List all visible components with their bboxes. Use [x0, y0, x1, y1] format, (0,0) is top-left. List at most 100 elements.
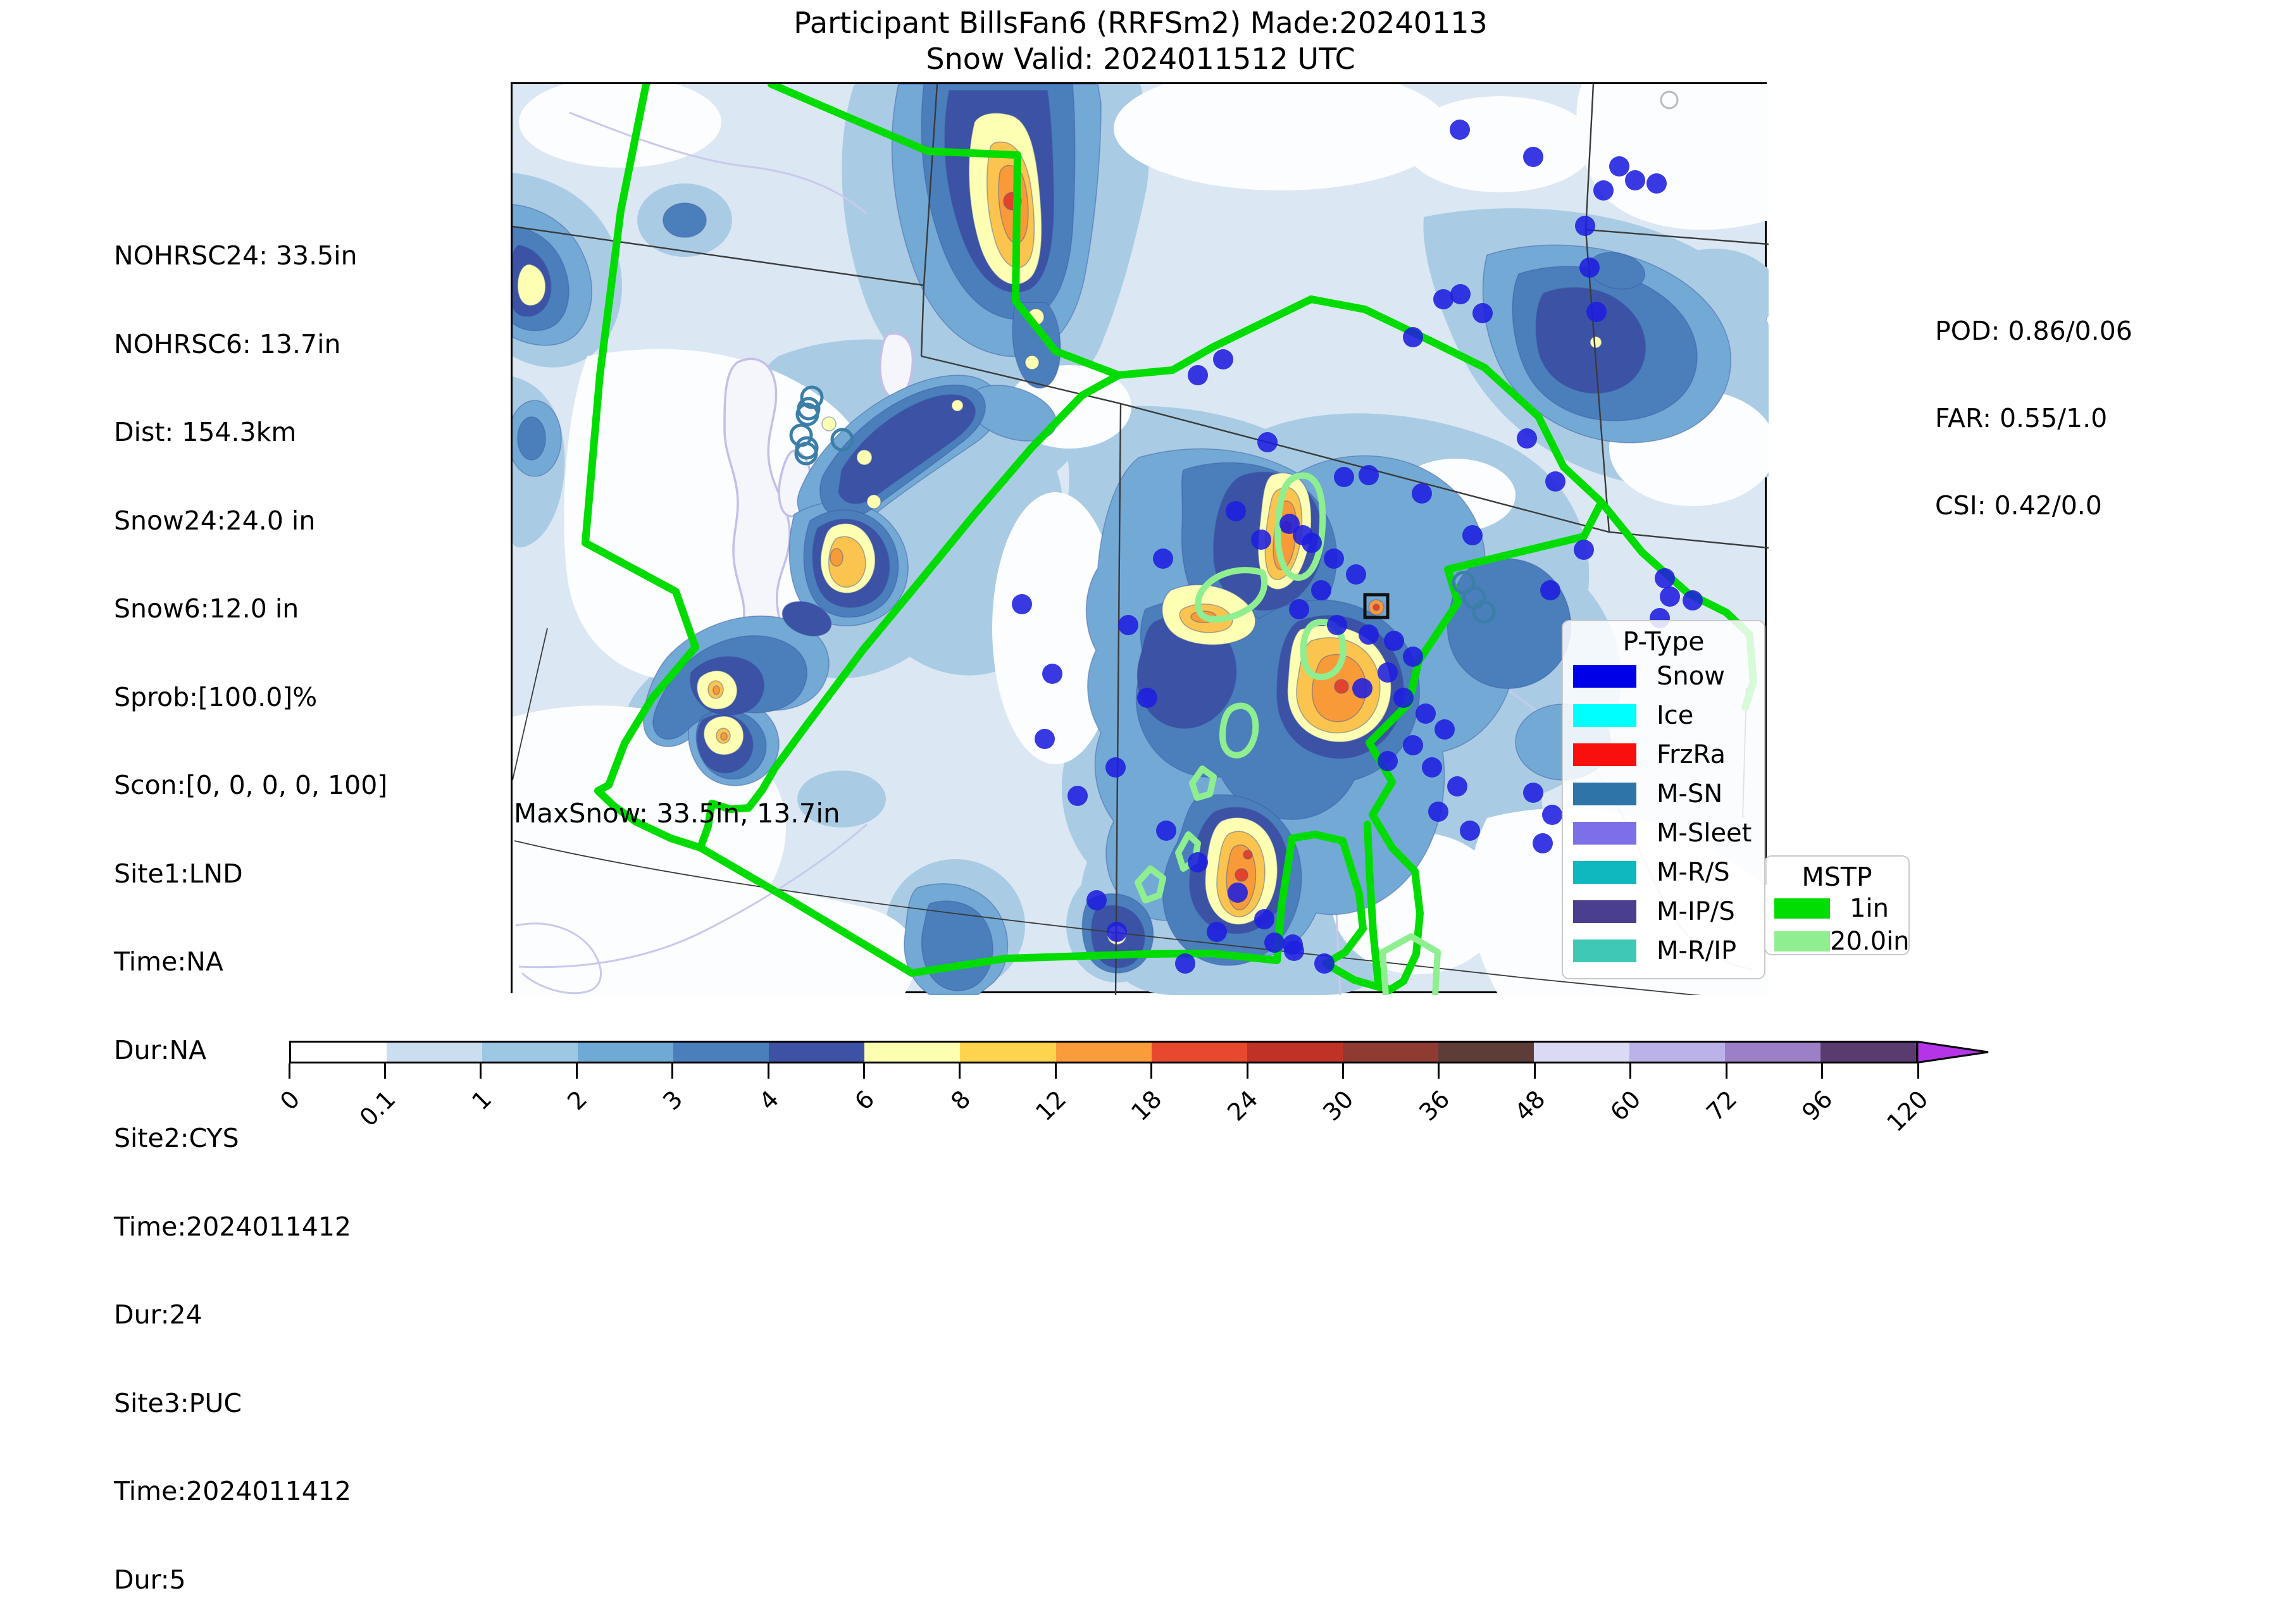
snow-report-dot: [1412, 483, 1432, 504]
stat-line: Dur:24: [114, 1299, 202, 1330]
stat-line: Snow6:12.0 in: [114, 593, 299, 624]
pod-score: POD: 0.86/0.06: [1935, 316, 2132, 346]
snow-report-dot: [1593, 180, 1614, 201]
snow-report-dot: [1655, 568, 1675, 588]
colorbar-tick-label: 1: [466, 1085, 497, 1116]
legend-label: M-R/IP: [1657, 936, 1737, 965]
colorbar-tick-mark: [575, 1063, 578, 1079]
snow-report-dot: [1314, 953, 1335, 974]
map-canvas: [513, 84, 1769, 995]
snow-report-dot: [1175, 953, 1195, 974]
snow-report-dot: [1433, 289, 1453, 309]
legend-row: 1in: [1765, 892, 1908, 925]
snow-report-dot: [1683, 590, 1703, 611]
colorbar-tick-label: 72: [1700, 1085, 1743, 1127]
snow-report-dot: [1302, 533, 1322, 553]
snowfall-colorbar: 0 0.1 1 2 3 4 6 8 12 18 24 30 36 48 60 72 96 120: [275, 1041, 1989, 1137]
legend-row: FrzRa: [1563, 735, 1764, 774]
legend-label: M-IP/S: [1657, 897, 1735, 926]
mstp-20in-contours: [1135, 472, 1441, 995]
snow-report-dot: [1646, 173, 1667, 194]
snow-report-dots: [1012, 120, 1703, 974]
colorbar-tick-mark: [671, 1063, 674, 1079]
colorbar-tick-mark: [480, 1063, 482, 1079]
colorbar-tick-label: 120: [1881, 1085, 1934, 1137]
colorbar-extend-arrow: [1917, 1041, 1989, 1063]
snow-report-dot: [1327, 615, 1347, 635]
colorbar-segment: [482, 1043, 578, 1062]
ptype-legend-title: P-Type: [1622, 626, 1705, 657]
snow-report-dot: [1540, 580, 1560, 600]
snow-report-dot: [1403, 647, 1423, 667]
mstp-1in-contour: [582, 84, 1757, 994]
snow-report-dot: [1533, 833, 1553, 853]
snow-report-dot: [1334, 467, 1354, 487]
snow-report-dot: [1625, 170, 1645, 190]
snow-report-dot: [1472, 303, 1493, 323]
snow-report-dot: [1012, 594, 1032, 614]
legend-row: Snow: [1563, 657, 1764, 696]
snow-report-dot: [1359, 465, 1379, 485]
colorbar-tick-mark: [1246, 1063, 1248, 1079]
legend-label: Snow: [1657, 662, 1725, 691]
snow-report-dot: [1035, 729, 1055, 749]
snow-report-dot: [1609, 156, 1629, 177]
colorbar-segment: [864, 1043, 961, 1062]
stat-line: Sprob:[100.0]%: [114, 681, 318, 712]
colorbar-tick-label: 60: [1605, 1085, 1646, 1127]
legend-label: FrzRa: [1657, 740, 1726, 769]
colorbar-segment: [1724, 1043, 1821, 1062]
snow-report-dot: [1460, 821, 1480, 841]
colorbar-tick-label: 4: [753, 1085, 785, 1116]
legend-label: Ice: [1657, 701, 1694, 730]
snow-report-dot: [1416, 704, 1436, 724]
colorbar-tick-label: 36: [1413, 1085, 1455, 1127]
legend-row: M-R/S: [1563, 853, 1764, 892]
frzra-color-patch: [1573, 743, 1636, 766]
empty-report-circle: [1660, 90, 1679, 109]
ptype-legend: P-Type Snow Ice FrzRa M-SN M-Sleet M-R/S…: [1562, 620, 1765, 979]
snow-report-dot: [1188, 852, 1208, 872]
max-snow-annotation: MaxSnow: 33.5in, 13.7in: [514, 798, 840, 829]
snow-report-dot: [1660, 586, 1680, 607]
msn-report-circle: [800, 385, 824, 409]
stat-line: Site1:LND: [114, 858, 243, 889]
colorbar-segment: [1821, 1043, 1917, 1062]
colorbar-tick-mark: [1438, 1063, 1440, 1079]
snow-report-dot: [1422, 757, 1442, 778]
snow-report-dot: [1428, 802, 1448, 822]
snowband-northeast: [1482, 244, 1732, 443]
snow-report-dot: [1257, 432, 1278, 452]
snow-report-dot: [1118, 615, 1138, 635]
colorbar-segment: [387, 1043, 483, 1062]
msleet-color-patch: [1573, 822, 1636, 845]
colorbar-tick-label: 6: [849, 1085, 880, 1116]
snowband-west-edge: [513, 202, 707, 477]
msn-report-circle: [795, 402, 819, 426]
snow-report-dot: [1545, 471, 1565, 492]
snow-report-dot: [1586, 302, 1607, 322]
colorbar-tick-label: 96: [1796, 1085, 1838, 1127]
colorbar-tick-label: 18: [1126, 1085, 1167, 1127]
colorbar-tick-mark: [1821, 1063, 1824, 1079]
msn-report-circles: [789, 385, 1496, 624]
snow-report-dot: [1228, 883, 1248, 903]
snow-report-dot: [1264, 933, 1285, 953]
snow-report-dot: [1523, 783, 1543, 803]
snow-report-dot: [1435, 719, 1455, 740]
plot-title: Participant BillsFan6 (RRFSm2) Made:2024…: [511, 5, 1771, 77]
snow-report-dot: [1042, 664, 1062, 684]
mstp-legend: MSTP 1in 20.0in: [1764, 855, 1910, 956]
colorbar-segment: [1438, 1043, 1534, 1062]
verification-scores: POD: 0.86/0.06 FAR: 0.55/1.0 CSI: 0.42/0…: [1935, 258, 2132, 549]
colorbar-segment: [673, 1043, 769, 1062]
plot-title-line1: Participant BillsFan6 (RRFSm2) Made:2024…: [794, 6, 1488, 40]
colorbar-tick-mark: [767, 1063, 769, 1079]
snow-report-dot: [1156, 821, 1176, 841]
snow-report-dot: [1137, 688, 1157, 708]
legend-label: 1in: [1850, 894, 1889, 923]
snow-report-dot: [1086, 890, 1107, 910]
mstp-20in-patch: [1774, 931, 1830, 951]
mrip-color-patch: [1573, 939, 1636, 962]
colorbar-segment: [1151, 1043, 1247, 1062]
